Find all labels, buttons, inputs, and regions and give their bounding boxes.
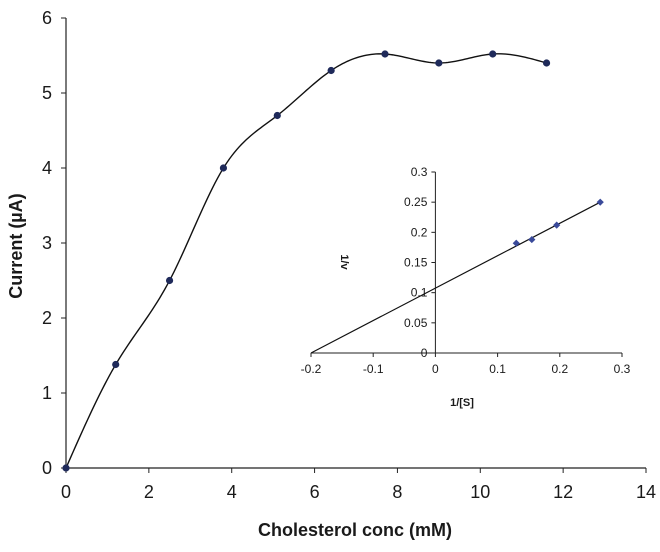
inset-x-axis-title: 1/[S] — [450, 397, 474, 409]
y-tick-label: 3 — [42, 233, 52, 253]
y-tick-label: 2 — [42, 308, 52, 328]
x-tick-label: 14 — [636, 482, 656, 502]
inset-y-tick-label: 0.3 — [411, 165, 428, 179]
data-point — [489, 50, 497, 58]
y-tick-label: 0 — [42, 458, 52, 478]
inset-data-point — [553, 221, 561, 229]
data-point — [381, 50, 389, 58]
x-tick-label: 10 — [470, 482, 490, 502]
x-axis-title: Cholesterol conc (mM) — [258, 520, 452, 540]
data-point — [435, 59, 443, 67]
y-tick-label: 5 — [42, 83, 52, 103]
y-axis-title: Current (µA) — [6, 193, 26, 298]
inset-data-point — [512, 239, 520, 247]
y-tick-label: 1 — [42, 383, 52, 403]
x-tick-label: 2 — [144, 482, 154, 502]
inset-y-tick-label: 0.1 — [411, 286, 428, 300]
x-tick-label: 12 — [553, 482, 573, 502]
inset-x-tick-label: 0 — [432, 362, 439, 376]
data-point — [327, 66, 335, 75]
inset-y-axis-title: 1/v — [338, 254, 350, 270]
inset-y-tick-label: 0 — [421, 346, 428, 360]
inset-data-point — [528, 235, 536, 244]
inset-lineweaver-burk-plot: -0.2 -0.1 0 0.1 0.2 0.3 0 0.05 0.1 0.15 0.2 0.25 0.3 — [301, 165, 631, 376]
x-tick-label: 6 — [310, 482, 320, 502]
inset-y-tick-label: 0.2 — [411, 225, 428, 239]
inset-y-tick-label: 0.25 — [404, 195, 428, 209]
x-tick-label: 0 — [61, 482, 71, 502]
data-point — [112, 360, 120, 369]
inset-x-tick-label: 0.2 — [551, 362, 568, 376]
data-point — [273, 111, 281, 120]
data-point — [62, 464, 70, 472]
inset-y-tick-label: 0.15 — [404, 256, 428, 270]
inset-x-tick-label: 0.3 — [614, 362, 631, 376]
inset-x-tick-label: 0.1 — [489, 362, 506, 376]
inset-x-tick-label: -0.2 — [301, 362, 322, 376]
x-tick-label: 4 — [227, 482, 237, 502]
y-tick-label: 6 — [42, 8, 52, 28]
x-tick-label: 8 — [392, 482, 402, 502]
data-point — [542, 59, 551, 67]
inset-y-tick-label: 0.05 — [404, 316, 428, 330]
inset-data-point — [596, 198, 604, 206]
inset-fit-line — [310, 201, 601, 354]
data-point — [219, 164, 228, 172]
inset-x-tick-label: -0.1 — [363, 362, 384, 376]
y-tick-label: 4 — [42, 158, 52, 178]
fit-curve — [65, 53, 547, 469]
data-point — [165, 276, 174, 285]
